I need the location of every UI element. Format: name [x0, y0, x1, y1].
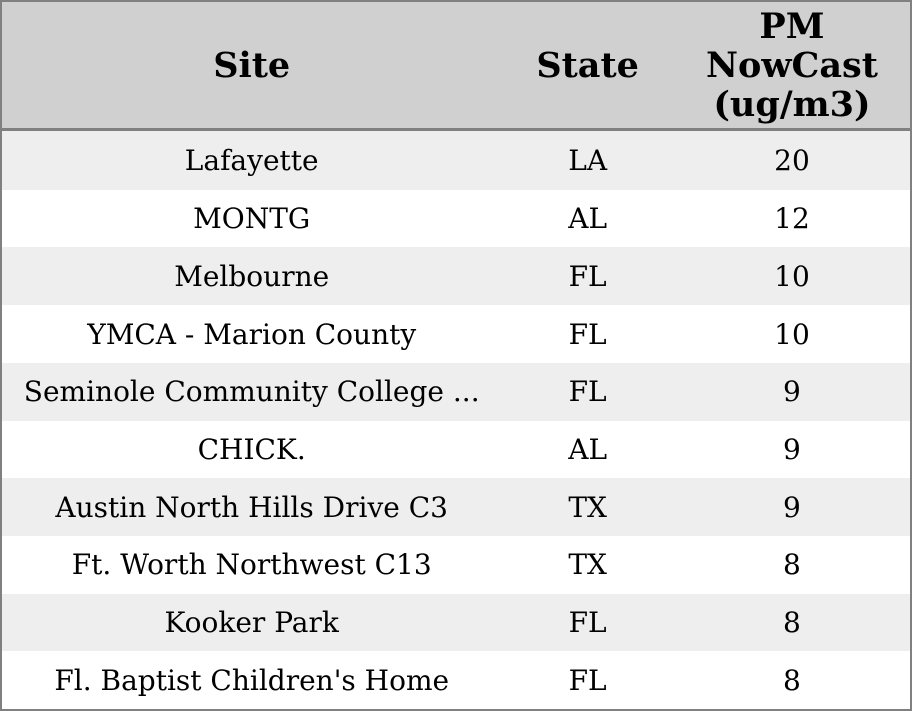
site-cell: Seminole Community College ...: [23, 375, 480, 409]
table-row: Ft. Worth Northwest C13 TX 8: [2, 535, 910, 594]
site-cell: Fl. Baptist Children's Home: [54, 663, 450, 697]
table-header-row: Site State PM NowCast (ug/m3): [2, 2, 910, 131]
state-cell: LA: [568, 143, 608, 177]
pm-nowcast-cell: 8: [783, 605, 801, 639]
state-cell: FL: [568, 605, 607, 639]
column-header-site: Site: [2, 2, 502, 131]
site-cell: MONTG: [193, 202, 311, 236]
state-cell: AL: [568, 202, 608, 236]
table-row: Melbourne FL 10: [2, 247, 910, 306]
table-row: YMCA - Marion County FL 10: [2, 305, 910, 363]
column-header-state: State: [501, 2, 674, 131]
table-row: CHICK. AL 9: [2, 420, 910, 479]
table-row: Seminole Community College ... FL 9: [2, 362, 910, 421]
column-header-line: State: [536, 44, 639, 86]
state-cell: AL: [568, 432, 608, 466]
table-row: Kooker Park FL 8: [2, 593, 910, 652]
table-row: MONTG AL 12: [2, 189, 910, 248]
column-header-pm_nowcast: PM NowCast (ug/m3): [673, 2, 910, 131]
state-cell: TX: [568, 548, 607, 582]
state-cell: TX: [568, 490, 607, 524]
site-cell: Lafayette: [184, 143, 319, 177]
column-header-line: Site: [213, 44, 291, 86]
state-cell: FL: [568, 375, 607, 409]
pm-nowcast-cell: 20: [774, 143, 810, 177]
column-header-line: (ug/m3): [713, 83, 871, 125]
pm-nowcast-cell: 9: [783, 432, 801, 466]
column-header-line: NowCast: [706, 44, 878, 86]
site-cell: CHICK.: [197, 432, 306, 466]
state-cell: FL: [568, 259, 607, 293]
table-row: Austin North Hills Drive C3 TX 9: [2, 478, 910, 536]
pm-nowcast-cell: 8: [783, 548, 801, 582]
table-row: Lafayette LA 20: [2, 129, 910, 190]
column-header-line: PM: [759, 5, 825, 47]
pm-nowcast-cell: 10: [774, 259, 810, 293]
site-cell: Kooker Park: [164, 605, 339, 639]
pm-nowcast-cell: 10: [774, 317, 810, 351]
site-cell: Ft. Worth Northwest C13: [71, 548, 432, 582]
site-cell: Austin North Hills Drive C3: [55, 490, 448, 524]
site-cell: Melbourne: [174, 259, 330, 293]
pm-nowcast-cell: 9: [783, 375, 801, 409]
site-cell: YMCA - Marion County: [87, 317, 417, 351]
pm-nowcast-cell: 12: [774, 202, 810, 236]
state-cell: FL: [568, 663, 607, 697]
pm-nowcast-cell: 8: [783, 663, 801, 697]
table-row: Fl. Baptist Children's Home FL 8: [2, 651, 910, 709]
state-cell: FL: [568, 317, 607, 351]
pm-nowcast-cell: 9: [783, 490, 801, 524]
